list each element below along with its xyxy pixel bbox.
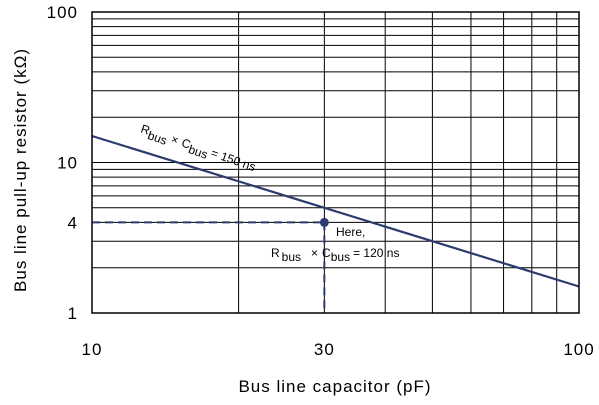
- annotation-c-sub: bus: [331, 250, 350, 264]
- series-label-c-sub: bus: [187, 142, 210, 162]
- x-axis-title: Bus line capacitor (pF): [238, 377, 431, 396]
- annotation-rest: = 120 ns: [353, 246, 399, 260]
- x-tick-label: 10: [82, 340, 103, 359]
- annotation-times: ×: [311, 246, 318, 260]
- annotation-here: Here,: [336, 225, 365, 239]
- plot-frame: [91, 11, 580, 314]
- annotation-c: C: [322, 246, 331, 260]
- annotation-r: R: [271, 246, 280, 260]
- highlight-point: [319, 217, 329, 227]
- series-layer: [91, 134, 580, 288]
- y-tick-label: 1: [68, 304, 78, 323]
- y-tick-label: 100: [47, 3, 78, 22]
- series-line: [91, 134, 580, 288]
- y-tick-label: 10: [57, 154, 78, 173]
- annotation-r-sub: bus: [282, 250, 301, 264]
- highlight-guides: [92, 221, 326, 313]
- series-label-times: ×: [169, 132, 180, 148]
- x-tick-label: 100: [563, 340, 594, 359]
- tick-labels: 10 30 100 1 4 10 100: [47, 3, 594, 359]
- y-axis-title: Bus line pull-up resistor (kΩ): [11, 48, 30, 292]
- grid: [92, 12, 579, 313]
- series-label-r-sub: bus: [146, 128, 169, 148]
- y-tick-label: 4: [68, 213, 78, 232]
- x-tick-label: 30: [314, 340, 335, 359]
